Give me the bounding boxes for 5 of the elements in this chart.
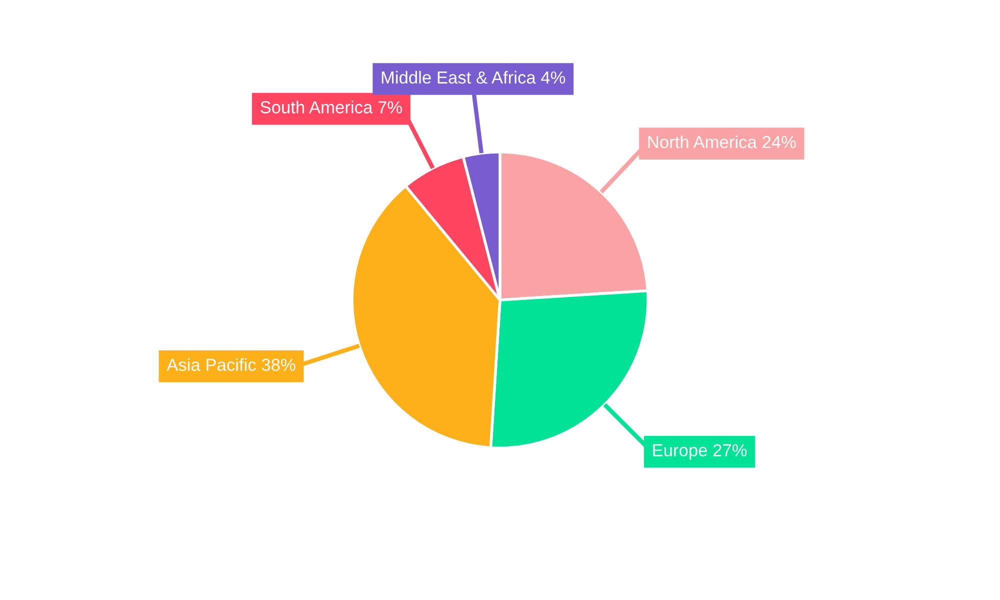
slice-label: Europe 27% <box>653 444 747 460</box>
slice-label: Asia Pacific 38% <box>166 358 296 371</box>
slice-label: Middle East & Africa 4% <box>382 70 566 84</box>
slice-label: North America 24% <box>648 135 796 148</box>
slice-label: South America 7% <box>260 100 402 114</box>
